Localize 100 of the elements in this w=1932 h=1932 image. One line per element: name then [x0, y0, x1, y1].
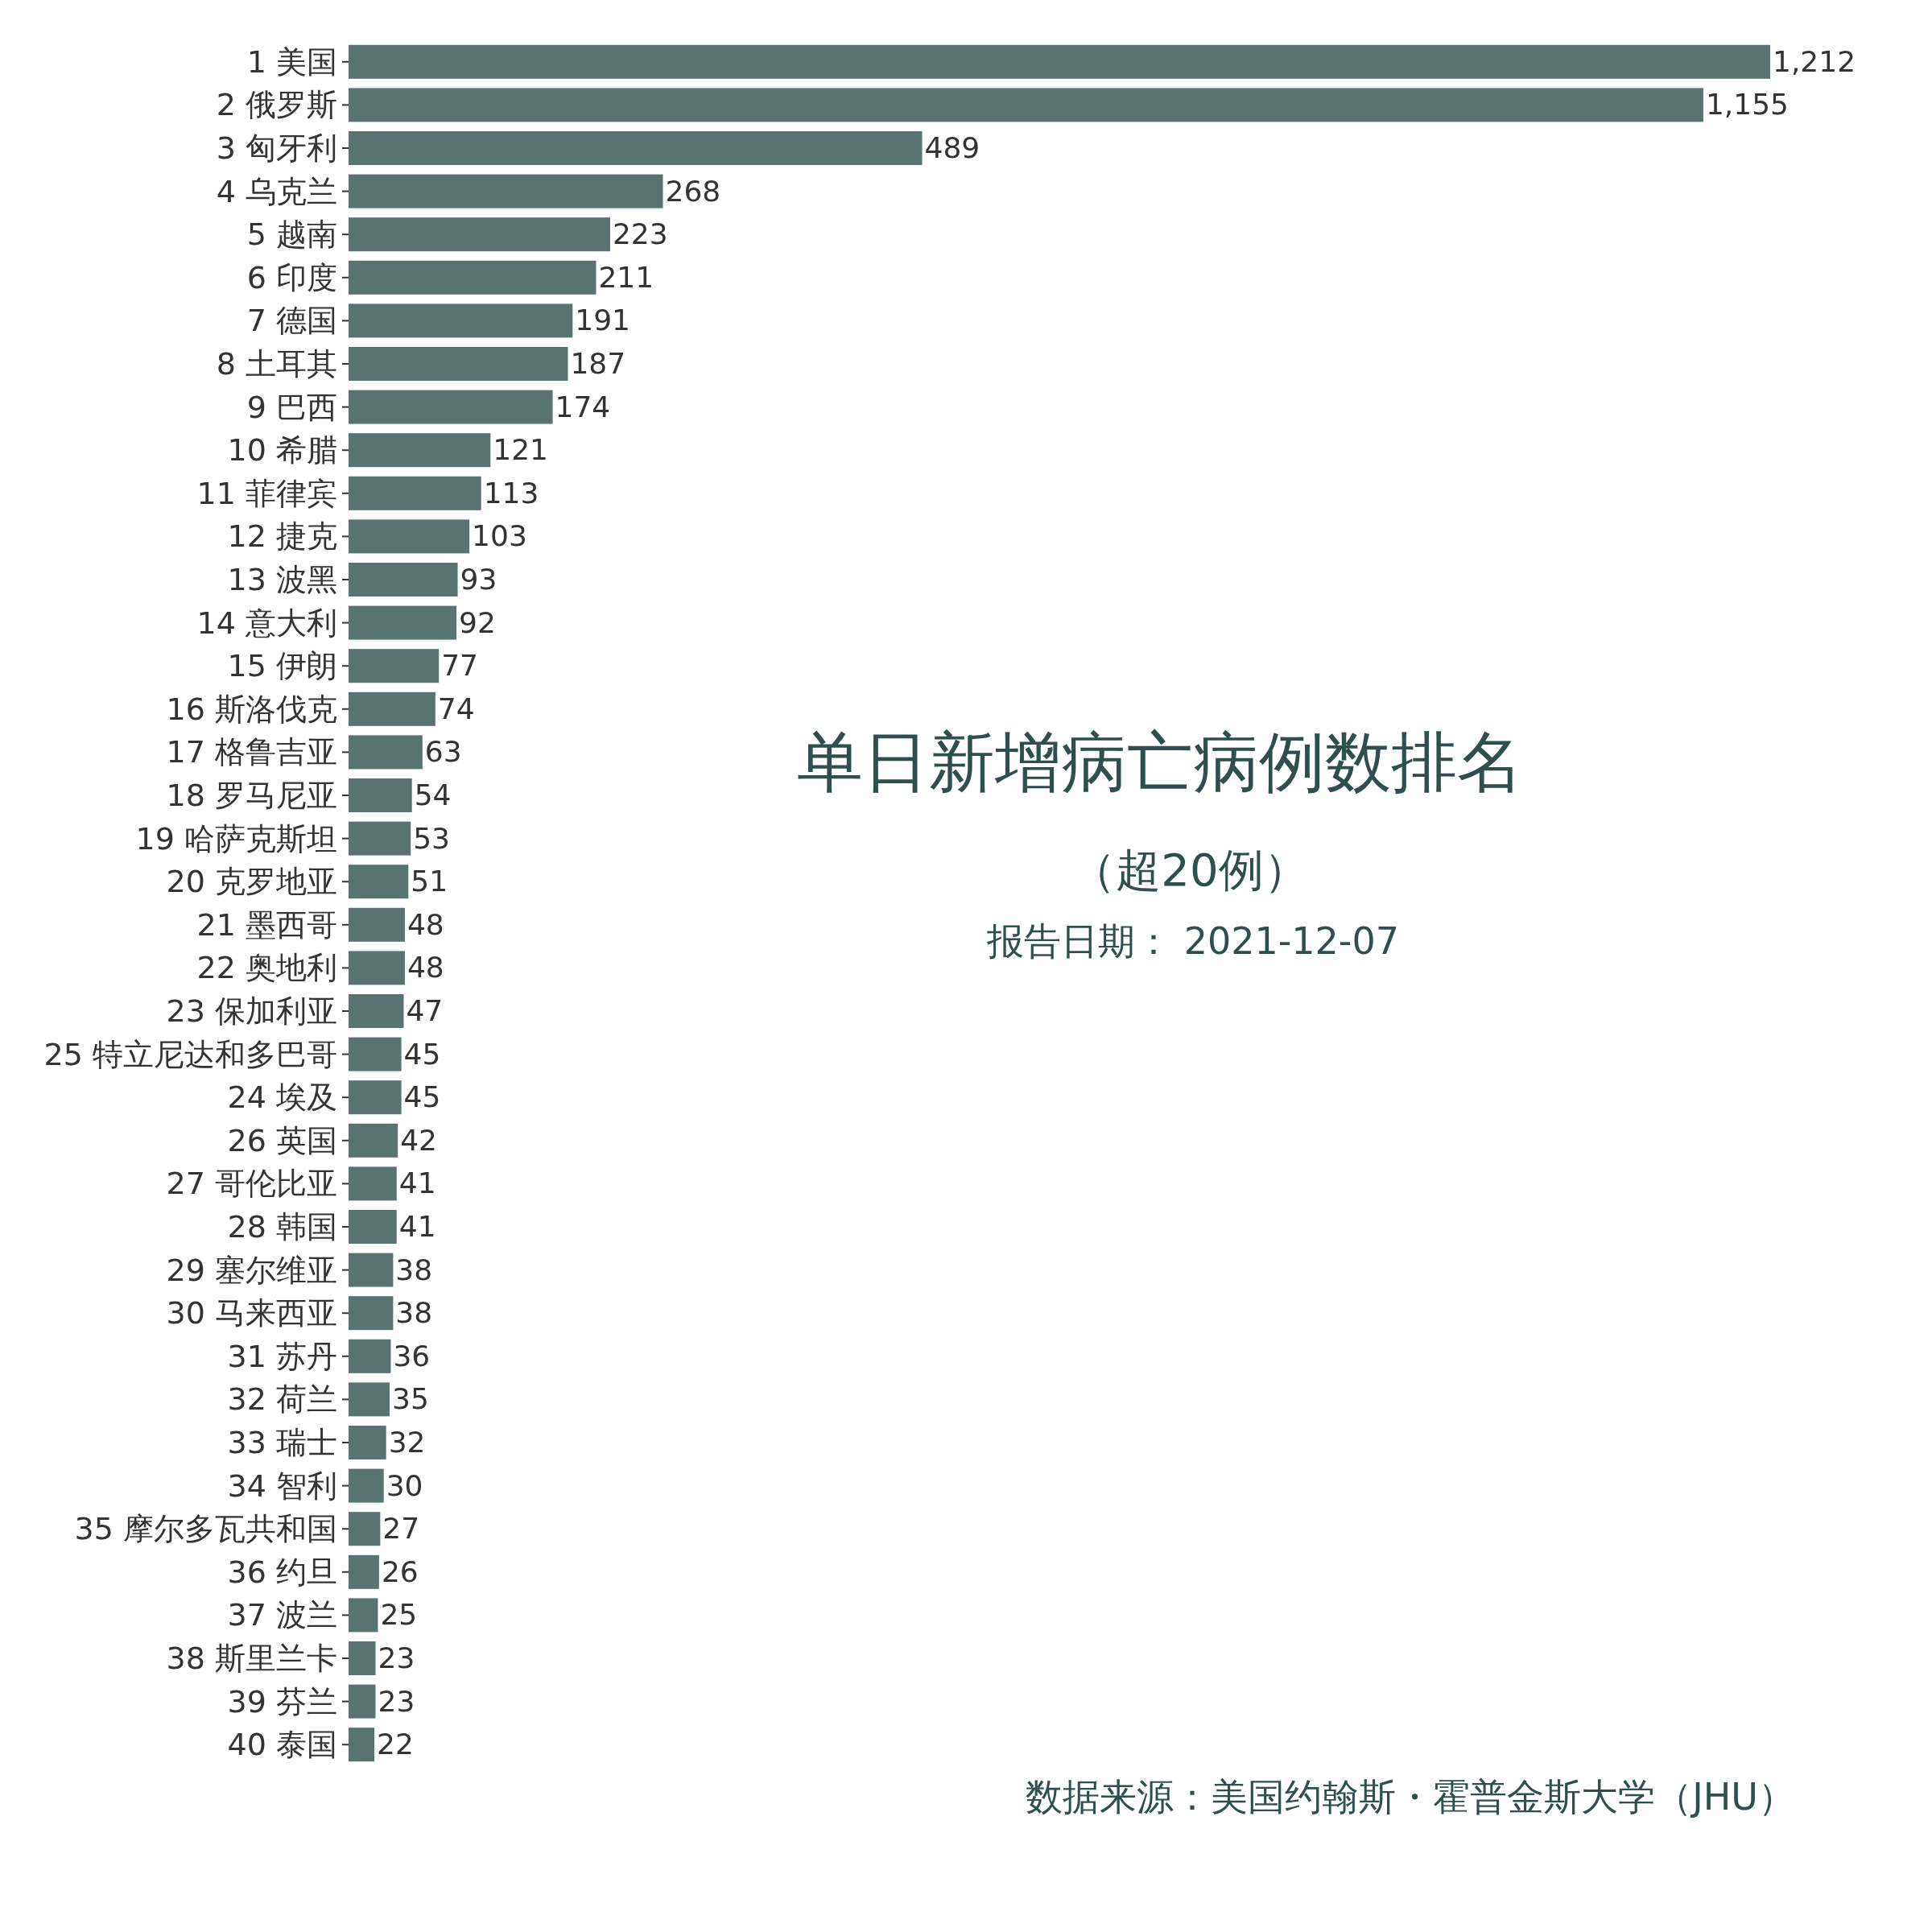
y-tick-label: 25 特立尼达和多巴哥: [43, 1036, 337, 1072]
y-tick-label: 28 韩国: [227, 1209, 337, 1245]
bar: [349, 735, 423, 770]
y-tick-label: 5 越南: [246, 217, 337, 253]
y-tick-label: 14 意大利: [196, 605, 337, 641]
y-tick-label: 30 马来西亚: [166, 1295, 337, 1331]
data-label: 38: [395, 1253, 433, 1286]
y-tick-label: 19 哈萨克斯坦: [135, 820, 337, 857]
y-tick-label: 7 德国: [246, 303, 337, 339]
data-label: 25: [380, 1598, 418, 1632]
bar: [349, 691, 436, 726]
bar: [349, 865, 409, 899]
source-note: 数据来源：美国约翰斯・霍普金斯大学（JHU）: [1026, 1775, 1795, 1818]
y-tick-label: 37 波兰: [227, 1597, 337, 1633]
data-label: 223: [612, 217, 668, 251]
bar: [349, 174, 663, 208]
y-tick-label: 20 克罗地亚: [166, 864, 337, 900]
bar: [349, 88, 1703, 122]
text: 单日新增病亡病例数排名: [797, 724, 1523, 800]
bar: [349, 649, 440, 683]
data-label: 121: [493, 433, 549, 467]
bar: [349, 907, 405, 942]
y-tick-label: 13 波黑: [227, 562, 337, 597]
y-tick-label: 26 英国: [227, 1122, 337, 1158]
y-tick-label: 11 菲律宾: [196, 475, 337, 511]
bar: [349, 347, 568, 381]
y-tick-label: 12 捷克: [227, 518, 337, 555]
bar: [349, 1512, 381, 1546]
bar: [349, 476, 481, 510]
bar: [349, 1728, 375, 1762]
data-label: 93: [460, 563, 497, 596]
y-tick-label: 24 埃及: [227, 1080, 337, 1116]
y-tick-label: 2 俄罗斯: [216, 87, 337, 123]
data-label: 53: [413, 821, 451, 855]
y-tick-label: 18 罗马尼亚: [166, 778, 337, 813]
y-tick-label: 1 美国: [246, 43, 337, 80]
data-label: 1,155: [1705, 88, 1790, 122]
bar: [349, 1166, 397, 1201]
y-tick-label: 10 希腊: [227, 432, 337, 469]
bar: [349, 778, 412, 812]
y-tick-label: 31 苏丹: [227, 1338, 337, 1374]
bar: [349, 433, 491, 468]
bar: [349, 44, 1770, 79]
bar: [349, 821, 411, 856]
data-label: 41: [398, 1166, 436, 1200]
y-tick-label: 15 伊朗: [227, 648, 337, 684]
text: （超20例）: [1071, 844, 1309, 896]
bar: [349, 605, 457, 640]
bar: [349, 519, 470, 554]
data-label: 54: [414, 778, 452, 811]
bar: [349, 563, 458, 597]
data-label: 41: [398, 1210, 436, 1243]
bar: [349, 1468, 384, 1503]
bar: [349, 994, 404, 1028]
data-label: 113: [483, 476, 539, 510]
y-tick-label: 36 约旦: [227, 1554, 337, 1590]
data-label: 211: [598, 260, 654, 294]
bar: [349, 1598, 378, 1633]
y-tick-label: 32 荷兰: [227, 1381, 337, 1418]
data-label: 92: [459, 605, 496, 639]
bar: [349, 1080, 402, 1115]
data-label: 42: [400, 1123, 438, 1157]
bar: [349, 951, 405, 985]
bar: [349, 303, 573, 338]
data-label: 23: [378, 1641, 415, 1674]
bar: [349, 1339, 391, 1373]
bar: [349, 1641, 376, 1675]
bar: [349, 1123, 398, 1158]
y-tick-label: 16 斯洛伐克: [166, 691, 337, 727]
bar: [349, 1554, 379, 1589]
data-label: 51: [411, 865, 448, 898]
y-tick-label: 22 奥地利: [196, 950, 337, 986]
y-tick-label: 6 印度: [246, 259, 337, 295]
data-label: 22: [377, 1728, 414, 1761]
bar: [349, 1426, 386, 1459]
data-label: 45: [403, 1037, 441, 1071]
y-tick-label: 29 塞尔维亚: [166, 1252, 337, 1288]
y-tick-label: 39 芬兰: [227, 1683, 337, 1719]
bar: [349, 1684, 376, 1719]
y-tick-label: 40 泰国: [227, 1727, 337, 1763]
data-label: 26: [381, 1554, 419, 1588]
data-label: 48: [407, 907, 444, 941]
data-label: 268: [665, 174, 721, 208]
data-label: 63: [424, 735, 462, 769]
data-label: 1,212: [1773, 44, 1856, 78]
data-label: 36: [393, 1339, 431, 1373]
y-tick-label: 35 摩尔多瓦共和国: [74, 1511, 337, 1547]
data-label: 489: [924, 131, 980, 164]
y-tick-label: 34 智利: [227, 1468, 337, 1504]
data-label: 38: [395, 1296, 433, 1330]
bar: [349, 1210, 397, 1244]
data-label: 103: [472, 519, 527, 553]
bar: [349, 260, 597, 295]
y-tick-label: 8 土耳其: [216, 346, 337, 382]
y-tick-label: 23 保加利亚: [166, 993, 337, 1029]
bar: [349, 1382, 390, 1417]
y-tick-label: 9 巴西: [246, 389, 337, 425]
bar: [349, 131, 923, 165]
data-label: 48: [407, 951, 444, 985]
data-label: 74: [437, 691, 475, 725]
